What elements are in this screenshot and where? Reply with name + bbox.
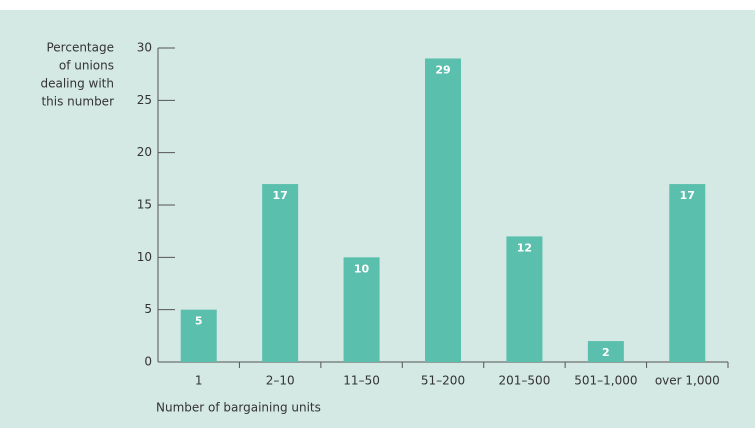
y-tick-label: 0 [144, 355, 152, 369]
y-tick-label: 10 [137, 250, 152, 264]
y-axis-label: of unions [59, 59, 114, 73]
bar [262, 184, 299, 362]
y-tick-label: 15 [137, 198, 152, 212]
x-tick-label: over 1,000 [655, 374, 720, 388]
data-label: 2 [602, 346, 610, 359]
x-tick-label: 1 [195, 374, 203, 388]
x-axis-label: Number of bargaining units [156, 401, 321, 415]
bar [180, 309, 217, 362]
bar [425, 58, 461, 362]
y-axis-label: Percentage [46, 41, 114, 55]
y-tick-label: 25 [137, 93, 152, 107]
x-tick-label: 51–200 [421, 374, 465, 388]
y-tick-label: 5 [144, 302, 152, 316]
y-axis-label: dealing with [40, 77, 114, 91]
data-label: 17 [680, 189, 695, 202]
y-tick-label: 30 [137, 41, 152, 55]
data-label: 5 [195, 315, 203, 328]
y-tick-label: 20 [137, 145, 152, 159]
panel [0, 10, 755, 428]
bar [343, 257, 380, 362]
x-tick-label: 201–500 [499, 374, 551, 388]
data-label: 17 [272, 189, 287, 202]
y-axis-label: this number [41, 95, 114, 109]
data-label: 29 [435, 63, 450, 76]
x-tick-label: 501–1,000 [574, 374, 637, 388]
bar [506, 236, 543, 362]
bar [669, 184, 706, 362]
bar [587, 341, 624, 362]
data-label: 10 [354, 262, 370, 275]
data-label: 12 [517, 241, 532, 254]
x-tick-label: 2–10 [266, 374, 295, 388]
x-tick-label: 11–50 [343, 374, 380, 388]
